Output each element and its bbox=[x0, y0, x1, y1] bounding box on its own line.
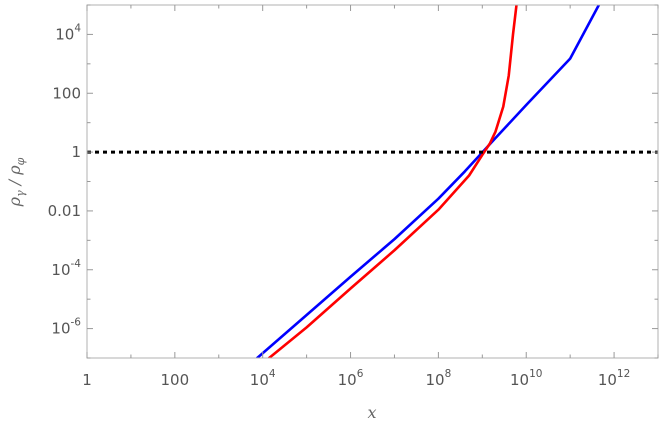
x-tick-label: 1012 bbox=[598, 368, 630, 389]
x-tick-label: 104 bbox=[250, 368, 276, 389]
y-tick-label: 100 bbox=[52, 84, 81, 102]
y-tick-label: 10-4 bbox=[51, 258, 81, 279]
y-axis-label: ργ / ρφ bbox=[5, 157, 27, 207]
y-tick-label: 104 bbox=[55, 22, 81, 43]
y-tick-label: 1 bbox=[71, 143, 81, 161]
series-line-2 bbox=[267, 5, 518, 358]
y-tick-label: 0.01 bbox=[48, 202, 81, 220]
series-line-1 bbox=[255, 5, 601, 358]
series-layer bbox=[87, 5, 658, 358]
y-tick-label: 10-6 bbox=[51, 317, 81, 338]
x-tick-label: 106 bbox=[338, 368, 364, 389]
plot-frame bbox=[86, 4, 659, 359]
svg-text:ργ / ρφ: ργ / ρφ bbox=[5, 157, 27, 207]
x-tick-label: 100 bbox=[161, 371, 190, 389]
x-tick-label: 108 bbox=[425, 368, 451, 389]
x-tick-label: 1 bbox=[82, 371, 92, 389]
axes-layer bbox=[86, 4, 659, 359]
x-axis-label: x bbox=[367, 403, 376, 422]
x-tick-label: 1010 bbox=[510, 368, 542, 389]
ticks-layer: 1 100 104 106 108 1010 1012 10-6 10-4 0.01 1 100 104 bbox=[48, 4, 659, 389]
